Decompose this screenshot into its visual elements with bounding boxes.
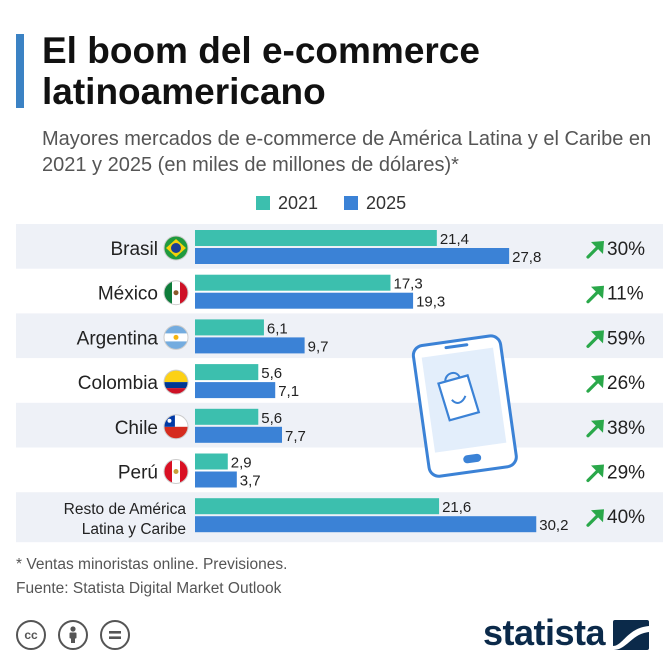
growth-arrow-head-icon <box>591 241 604 254</box>
cc-icon[interactable]: cc <box>16 620 46 650</box>
growth-label: 40% <box>607 507 645 528</box>
value-label-2021: 17,3 <box>393 276 422 293</box>
legend-label-2021: 2021 <box>278 192 319 213</box>
chile-flag-icon <box>164 414 188 439</box>
bar-chart: 21,4 27,8 Brasil 30% 17,319,3 México 11% 6,1 9,7… <box>16 224 663 543</box>
category-label: Perú <box>118 463 158 484</box>
bar-2025 <box>195 337 305 354</box>
value-label-2025: 30,2 <box>539 517 568 534</box>
growth-label: 26% <box>607 373 645 394</box>
category-label: Brasil <box>110 239 158 260</box>
legend-entry-2025: 2025 <box>344 193 406 214</box>
flag-border <box>163 324 189 350</box>
value-label-2025: 7,7 <box>285 428 306 445</box>
bar-2025 <box>195 516 537 533</box>
source-text: Fuente: Statista Digital Market Outlook <box>16 580 282 597</box>
value-label-2021: 5,6 <box>261 410 282 427</box>
bar-2025 <box>195 471 237 488</box>
growth-arrow-head-icon <box>591 509 604 523</box>
mexico-flag-icon <box>164 280 188 305</box>
bar-2021 <box>195 230 437 246</box>
colombia-flag-icon <box>164 370 188 395</box>
statista-logo-icon <box>613 620 649 650</box>
argentina-flag-icon <box>164 325 188 350</box>
chart-footnotes: * Ventas minoristas online. Previsiones.… <box>16 553 287 601</box>
bar-2025 <box>195 292 414 309</box>
category-label: Resto de América Latina y Caribe <box>64 501 187 538</box>
growth-arrow-head-icon <box>591 285 604 299</box>
flag-border <box>163 280 189 306</box>
bar-2021 <box>195 274 391 291</box>
legend-swatch-2021 <box>256 196 270 210</box>
bar-2021 <box>195 408 259 425</box>
value-label-2021: 6,1 <box>267 320 288 337</box>
chart-subtitle: Mayores mercados de e-commerce de Améric… <box>42 128 652 176</box>
value-label-2025: 19,3 <box>416 294 445 311</box>
bar-2021 <box>195 453 228 470</box>
bar-2025 <box>195 382 276 399</box>
row-band <box>16 313 663 359</box>
title-accent-bar <box>16 34 24 108</box>
growth-arrow-head-icon <box>591 419 604 433</box>
bar-2021 <box>195 498 440 515</box>
value-label-2021: 21,6 <box>442 499 471 516</box>
legend-swatch-2025 <box>344 196 359 210</box>
no-derivatives-icon[interactable] <box>100 620 130 650</box>
bar-2021 <box>195 364 259 381</box>
value-label-2025: 3,7 <box>240 473 261 490</box>
statista-logo[interactable]: statista <box>483 612 606 653</box>
flag-border <box>163 459 189 484</box>
category-label: México <box>98 284 158 305</box>
flag-border <box>163 369 189 395</box>
growth-label: 29% <box>607 463 645 484</box>
value-label-2025: 9,7 <box>308 338 329 355</box>
flag-border <box>163 235 189 261</box>
legend-entry-2021: 2021 <box>256 193 318 214</box>
category-label: Argentina <box>77 328 159 349</box>
growth-arrow-head-icon <box>591 330 604 344</box>
chart-legend: 2021 2025 <box>256 192 432 214</box>
value-label-2021: 5,6 <box>261 365 282 382</box>
growth-arrow-head-icon <box>591 464 604 478</box>
footnote-text: * Ventas minoristas online. Previsiones. <box>16 556 288 573</box>
category-label: Chile <box>115 418 158 439</box>
bar-2025 <box>195 248 510 264</box>
value-label-2025: 27,8 <box>512 249 541 266</box>
bar-2025 <box>195 426 283 443</box>
growth-label: 38% <box>607 418 645 439</box>
growth-arrow-head-icon <box>591 375 604 389</box>
peru-flag-icon <box>164 459 188 484</box>
brazil-flag-icon <box>164 236 188 260</box>
value-label-2021: 21,4 <box>440 231 469 248</box>
license-icons: cc <box>16 620 142 650</box>
growth-label: 30% <box>607 239 645 260</box>
bar-2021 <box>195 319 264 336</box>
attribution-icon[interactable] <box>58 620 88 650</box>
page-title: El boom del e-commerce latinoamericano <box>42 30 480 112</box>
value-label-2021: 2,9 <box>231 455 252 472</box>
flag-border <box>163 414 189 440</box>
legend-label-2025: 2025 <box>366 192 407 213</box>
growth-label: 11% <box>607 284 644 305</box>
growth-label: 59% <box>607 328 645 349</box>
smartphone-shopping-icon <box>411 334 518 478</box>
row-band <box>16 402 663 448</box>
value-label-2025: 7,1 <box>278 383 299 400</box>
category-label: Colombia <box>78 373 159 394</box>
